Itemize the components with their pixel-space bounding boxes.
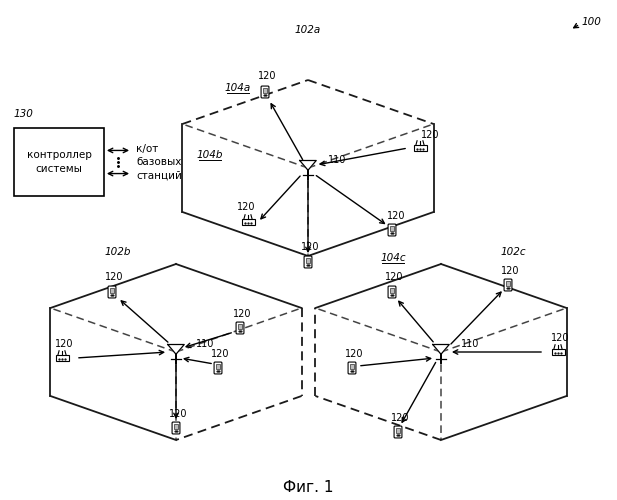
FancyBboxPatch shape: [261, 86, 269, 98]
Text: 120: 120: [385, 272, 404, 282]
FancyBboxPatch shape: [394, 426, 402, 438]
Bar: [306, 258, 310, 262]
FancyBboxPatch shape: [388, 224, 396, 236]
Bar: [413, 145, 426, 151]
Text: 104c: 104c: [380, 253, 406, 263]
Text: 120: 120: [211, 349, 230, 359]
Text: 120: 120: [421, 130, 439, 140]
Bar: [56, 355, 68, 361]
Text: 110: 110: [196, 339, 214, 349]
Bar: [216, 364, 220, 368]
Text: к/от
базовых
станций: к/от базовых станций: [136, 144, 182, 180]
Text: контроллер
системы: контроллер системы: [27, 150, 91, 174]
Bar: [14, 128, 104, 196]
Text: 102a: 102a: [295, 25, 321, 35]
Bar: [238, 324, 242, 328]
Bar: [395, 428, 400, 432]
Polygon shape: [168, 344, 184, 354]
Text: 120: 120: [105, 272, 123, 282]
Text: 130: 130: [14, 109, 34, 119]
FancyBboxPatch shape: [214, 362, 222, 374]
Text: 120: 120: [258, 71, 276, 81]
Text: 102c: 102c: [500, 247, 526, 257]
Text: 110: 110: [461, 339, 479, 349]
FancyBboxPatch shape: [504, 279, 512, 291]
FancyBboxPatch shape: [304, 256, 312, 268]
Text: 120: 120: [169, 409, 187, 419]
Bar: [390, 288, 394, 292]
Text: 120: 120: [501, 266, 520, 276]
Bar: [241, 219, 254, 225]
Bar: [174, 424, 178, 428]
Text: 120: 120: [233, 309, 251, 319]
FancyBboxPatch shape: [348, 362, 356, 374]
Bar: [110, 288, 114, 292]
Bar: [506, 281, 510, 285]
Text: 120: 120: [391, 413, 409, 423]
Bar: [552, 349, 565, 355]
Text: 120: 120: [55, 339, 73, 349]
FancyBboxPatch shape: [108, 286, 116, 298]
Text: Фиг. 1: Фиг. 1: [283, 480, 333, 494]
Text: 100: 100: [581, 17, 601, 27]
Text: 102b: 102b: [105, 247, 131, 257]
Bar: [390, 226, 394, 230]
Text: 120: 120: [300, 242, 319, 252]
FancyBboxPatch shape: [388, 286, 396, 298]
Polygon shape: [300, 160, 317, 170]
Text: 110: 110: [328, 155, 346, 165]
Text: 120: 120: [345, 349, 363, 359]
Bar: [263, 88, 267, 92]
Polygon shape: [433, 344, 449, 354]
FancyBboxPatch shape: [172, 422, 180, 434]
Text: 120: 120: [387, 211, 405, 221]
FancyBboxPatch shape: [236, 322, 244, 334]
Text: 120: 120: [237, 202, 255, 212]
Text: 120: 120: [551, 333, 569, 343]
Bar: [350, 364, 354, 368]
Text: 104a: 104a: [225, 83, 251, 93]
Text: 104b: 104b: [197, 150, 223, 160]
